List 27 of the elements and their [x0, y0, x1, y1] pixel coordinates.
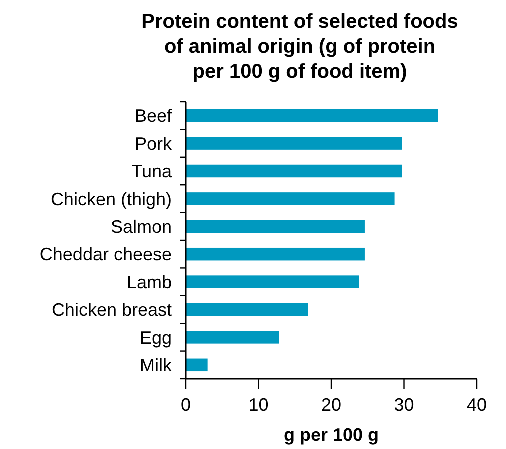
y-tick-label: Tuna [132, 162, 173, 182]
y-tick-label: Beef [134, 106, 173, 126]
y-tick-label: Chicken breast [52, 300, 172, 320]
chart-title: Protein content of selected foods of animal origin (g of protein per 100 g of food item) [142, 11, 458, 83]
bar [186, 220, 365, 234]
x-tick-label: 40 [466, 395, 488, 415]
y-tick-label: Salmon [110, 216, 172, 237]
bar [186, 358, 208, 372]
bar [186, 137, 402, 150]
bar [186, 331, 280, 344]
bar [186, 164, 402, 178]
x-axis-title: g per 100 g [284, 425, 380, 445]
bar [186, 109, 438, 122]
bar [186, 303, 308, 316]
bar [186, 248, 365, 261]
y-tick-label: Pork [134, 134, 173, 154]
y-tick-label: Milk [140, 355, 173, 376]
y-tick-label: Lamb [126, 272, 172, 292]
bar [186, 192, 395, 206]
bar [186, 276, 360, 288]
x-tick-label: 0 [180, 395, 192, 415]
y-tick-label: Egg [140, 328, 172, 348]
x-tick-label: 30 [394, 395, 414, 415]
x-tick-label: 20 [321, 395, 342, 415]
x-tick-label: 10 [248, 395, 269, 415]
y-tick-label: Cheddar cheese [40, 244, 172, 265]
y-tick-label: Chicken (thigh) [50, 189, 172, 210]
